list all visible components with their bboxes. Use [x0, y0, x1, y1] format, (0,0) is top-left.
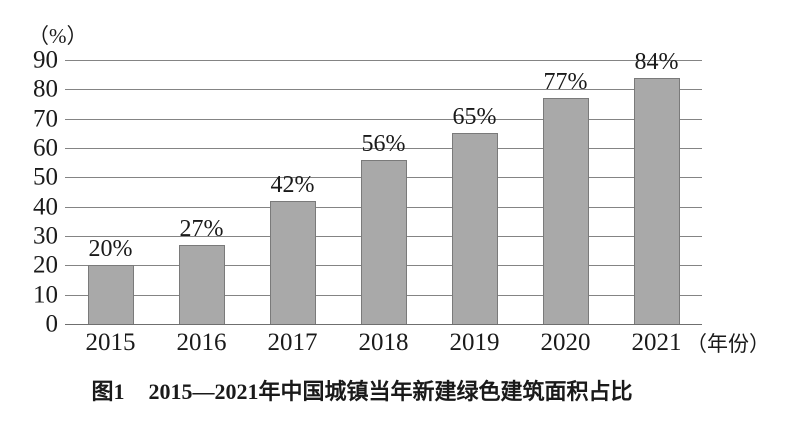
- bar-value-label-2018: 56%: [361, 131, 406, 157]
- y-tick-label-60: 60: [33, 134, 58, 162]
- plot-area: 20% 2015 27% 2016 42% 2017 56% 2018 65% 2019 77% 20…: [65, 50, 702, 355]
- x-tick-label-2017: 2017: [267, 329, 318, 356]
- y-tick-label-20: 20: [33, 251, 58, 279]
- bar-value-label-2019: 65%: [452, 104, 497, 130]
- bar-2018: [360, 160, 407, 324]
- bar-2020: [542, 98, 589, 324]
- figure-caption: 图1 2015—2021年中国城镇当年新建绿色建筑面积占比: [0, 379, 724, 405]
- gridline-60: [65, 148, 702, 149]
- bar-value-label-2017: 42%: [270, 172, 315, 198]
- x-tick-label-2020: 2020: [540, 329, 591, 356]
- figure-caption-number: 图1: [91, 379, 125, 404]
- bar-2019: [451, 133, 498, 324]
- x-axis-line: [65, 324, 702, 325]
- y-tick-label-40: 40: [33, 193, 58, 221]
- y-tick-label-80: 80: [33, 75, 58, 103]
- y-axis-unit-label: （%）: [28, 24, 88, 48]
- x-tick-label-2016: 2016: [176, 329, 227, 356]
- bar-2016: [178, 245, 225, 324]
- gridline-70: [65, 118, 702, 120]
- bar-value-label-2021: 84%: [634, 49, 679, 75]
- y-tick-label-50: 50: [33, 163, 58, 191]
- y-tick-label-30: 30: [33, 222, 58, 250]
- x-tick-label-2018: 2018: [358, 329, 409, 356]
- gridline-80: [65, 89, 702, 91]
- gridline-90: [65, 60, 702, 61]
- bar-value-label-2016: 27%: [179, 216, 224, 242]
- bar-2021: [633, 78, 680, 324]
- x-tick-label-2015: 2015: [85, 329, 136, 356]
- x-tick-label-2019: 2019: [449, 329, 500, 356]
- x-tick-label-2021: 2021: [631, 329, 682, 356]
- y-tick-label-70: 70: [33, 105, 58, 133]
- y-tick-label-10: 10: [33, 281, 58, 309]
- bar-value-label-2015: 20%: [88, 236, 133, 262]
- bar-2017: [269, 201, 316, 324]
- x-axis-unit-label: （年份）: [686, 332, 770, 356]
- bar-value-label-2020: 77%: [543, 69, 588, 95]
- bar-2015: [87, 265, 134, 324]
- figure-caption-title: 2015—2021年中国城镇当年新建绿色建筑面积占比: [148, 379, 633, 404]
- y-tick-label-90: 90: [33, 46, 58, 74]
- y-tick-label-0: 0: [45, 310, 59, 338]
